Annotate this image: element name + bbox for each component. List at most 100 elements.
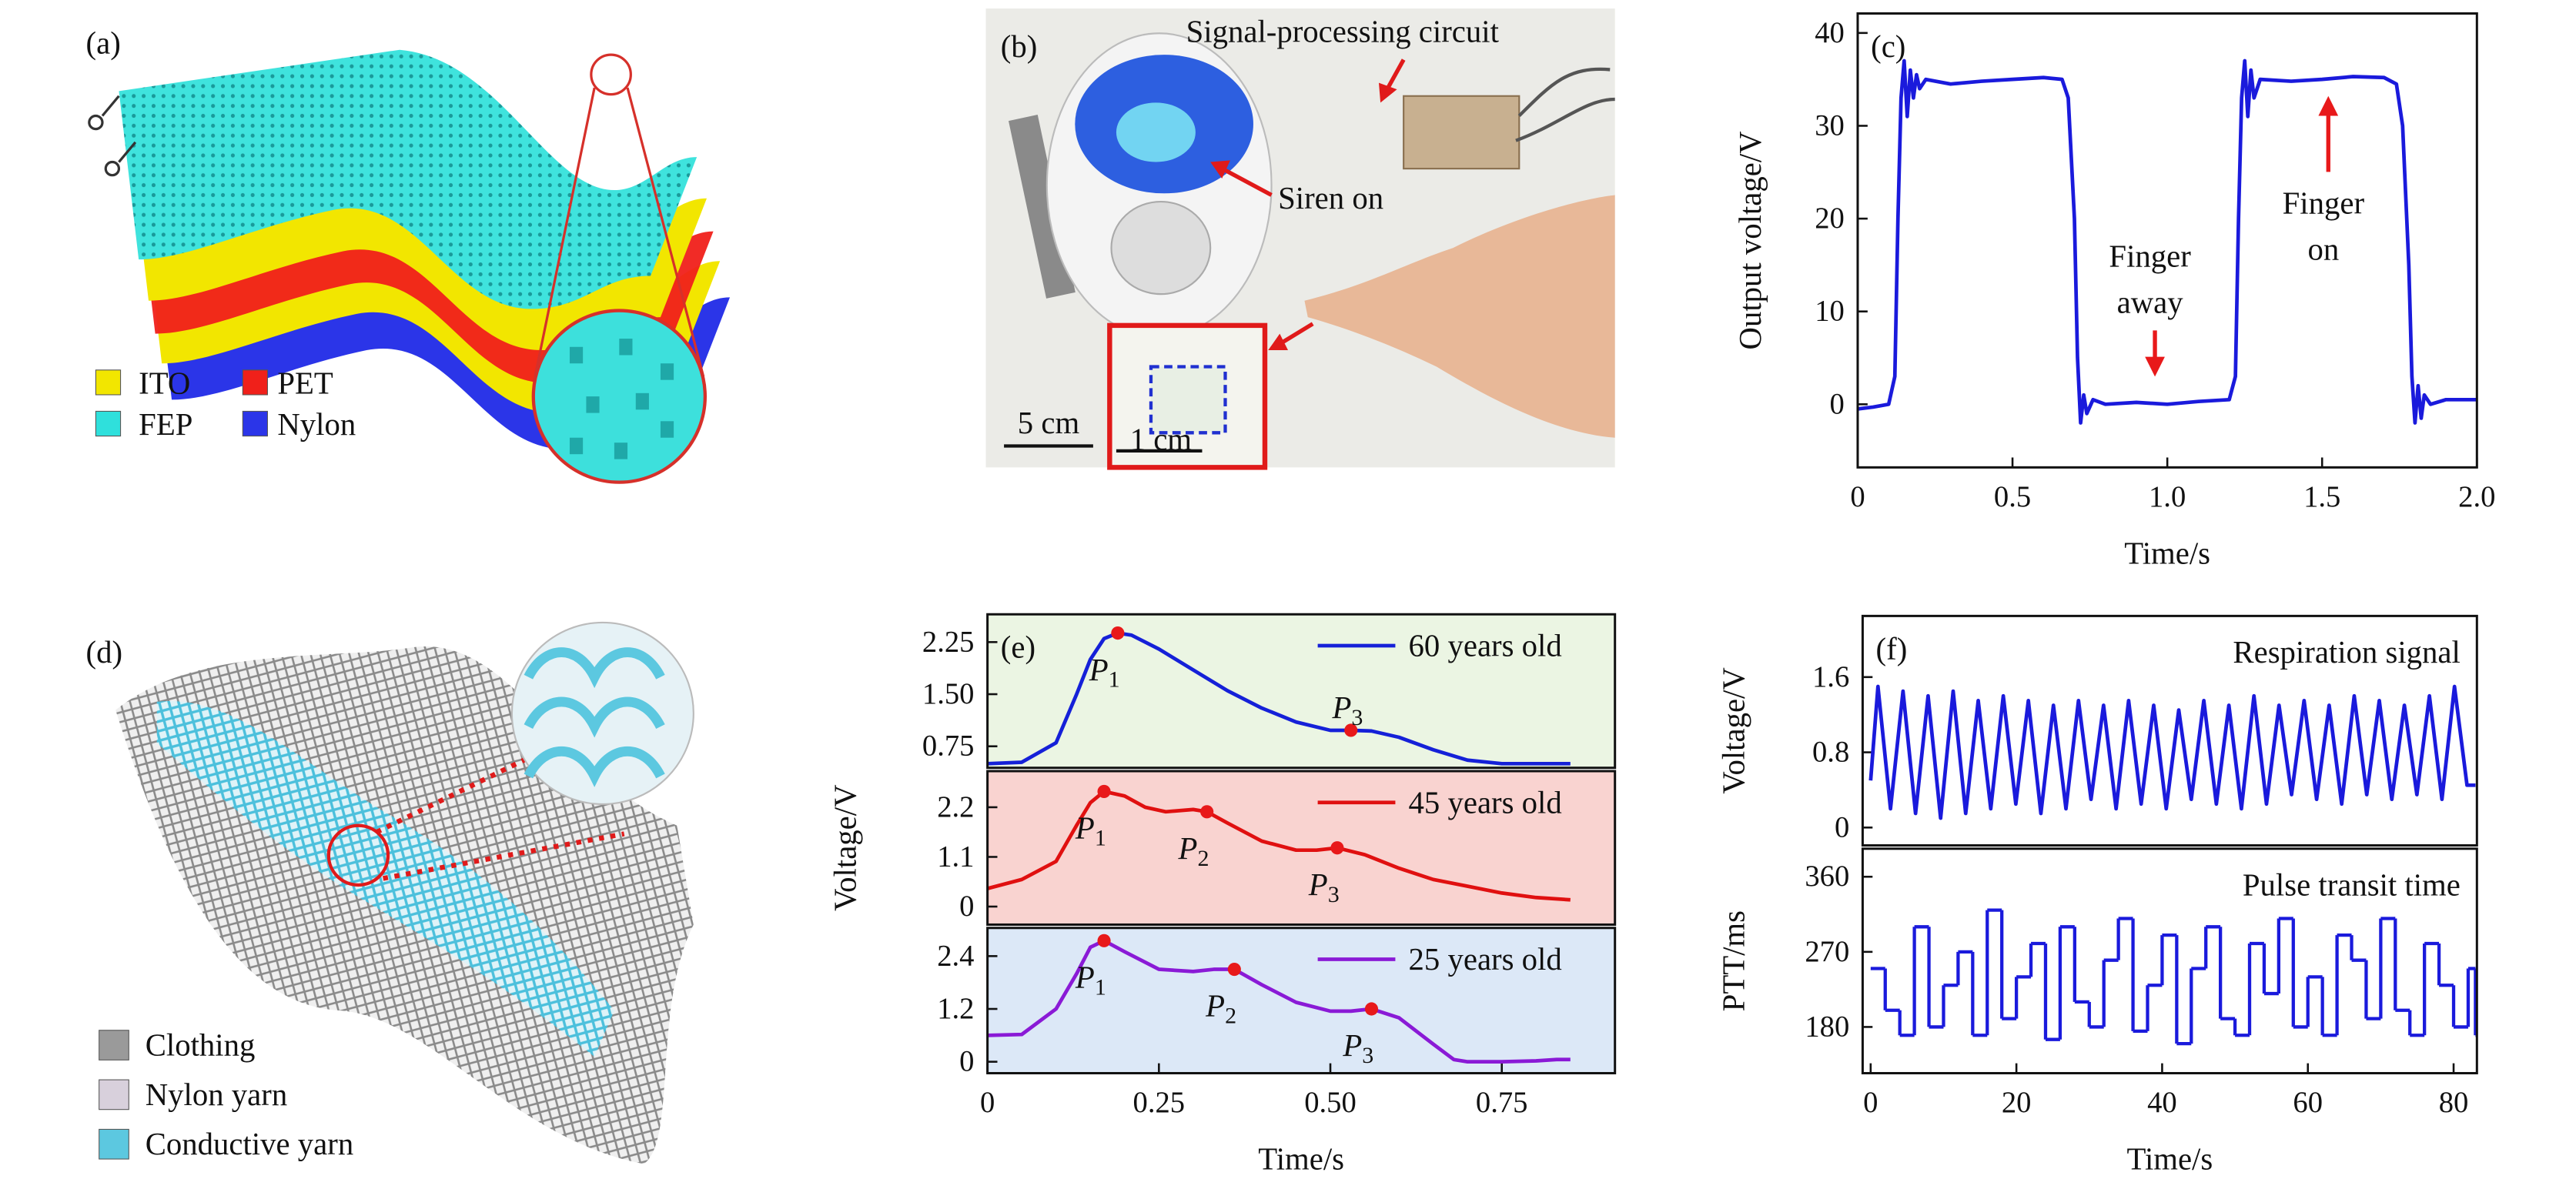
legend-label: 45 years old [1409,785,1562,820]
peak-label-index: 2 [1225,1003,1236,1028]
y-tick-label: 0 [1835,811,1849,843]
peak-label-index: 3 [1362,1043,1373,1068]
peak-label: P1 [1075,960,1106,1000]
peak-label: P2 [1178,830,1209,870]
legend-swatch [95,410,122,437]
arrow-head [2145,356,2165,377]
legend-label: PET [277,366,333,400]
peak-label: P1 [1075,810,1106,850]
peak-label-letter: P [1178,830,1198,865]
peak-label-index: 1 [1109,666,1120,692]
arrow-head [2318,95,2339,116]
y-tick-label: 1.1 [937,840,974,873]
legend-label: Nylon yarn [146,1077,287,1112]
hand [1304,195,1615,438]
peak-marker [1364,1002,1379,1016]
x-tick-label: 20 [2002,1087,2032,1119]
x-tick-label: 0.25 [1133,1087,1186,1119]
legend-label: ITO [139,366,190,400]
siren-light [1116,102,1196,162]
plot-area [1857,13,2477,468]
peak-marker [1097,784,1111,798]
chart-title: Pulse transit time [2243,867,2461,902]
plot-area [987,927,1615,1074]
y-tick-label: 1.2 [937,993,974,1025]
peak-marker [1344,723,1358,737]
y-tick-label: 180 [1805,1010,1849,1043]
x-tick-label: 80 [2439,1087,2469,1119]
plot-area [987,614,1615,768]
chart: 360 270 180 0 20 40 60 80 Pulse transit time Time… [1717,847,2478,1177]
data-line [1868,684,2476,820]
peak-label: P2 [1205,988,1236,1028]
peak-label-letter: P [1089,652,1109,686]
legend-swatch [99,1079,129,1111]
y-tick-label: 30 [1815,109,1845,142]
y-tick-label: 1.6 [1812,661,1849,693]
data-line [1857,58,2477,425]
chart: 1.6 0.8 0 (f) Respiration signal Voltage/V [1717,614,2478,847]
legend-label: Nylon [277,407,356,442]
plot-area [1862,848,2477,1074]
y-tick-label: 360 [1805,860,1849,893]
plot-frame [1856,12,2478,469]
peak-label-index: 3 [1328,881,1340,907]
y-tick-label: 270 [1805,936,1849,968]
legend-label: Conductive yarn [146,1127,353,1161]
y-tick-label: 1.50 [922,678,975,710]
x-tick-label: 40 [2147,1087,2177,1119]
x-axis-label: Time/s [2126,1142,2213,1177]
peak-marker [1227,962,1241,977]
legend-swatch [99,1128,129,1160]
x-tick-label: 2.0 [2458,481,2495,513]
annotation: away [2117,285,2184,319]
knit-loops [524,647,665,787]
y-axis-label: Voltage/V [828,784,863,911]
legend-label: 25 years old [1409,942,1562,977]
zoom-spot [590,53,632,96]
y-tick-label: 0.75 [922,730,975,763]
panel-b: (b) Signal-processing circuit Siren on 5… [985,8,1615,470]
panel-label: (f) [1876,632,1908,666]
arrow-head [1268,333,1288,351]
x-axis-label: Time/s [1258,1142,1344,1177]
data-line [987,631,1571,766]
chart-title: Respiration signal [2233,635,2460,670]
arrow-head [1210,160,1230,179]
annotation: Siren on [1278,181,1383,215]
chart: 0 10 20 30 40 0 0.5 1.0 1.5 2.0 Finger away Finger on… [1733,12,2495,570]
panel-label: (e) [1001,630,1035,665]
peak-label-index: 3 [1351,704,1363,730]
plot-frame [1861,614,2478,847]
y-tick-label: 2.4 [937,940,974,972]
data-line [987,938,1571,1064]
legend-label: 60 years old [1409,628,1562,663]
annotation: Finger [2283,186,2365,221]
y-tick-label: 10 [1815,296,1845,328]
legend-swatch [242,410,269,437]
x-tick-label: 60 [2293,1087,2323,1119]
scale-label: 5 cm [1018,406,1080,440]
micro-pillars [569,339,674,459]
x-tick-label: 0.5 [1994,481,2031,513]
x-tick-label: 0.75 [1476,1087,1528,1119]
speaker [1110,200,1212,296]
x-tick-label: 1.5 [2303,481,2340,513]
peak-label-letter: P [1205,988,1225,1023]
annotation: Finger [2109,239,2191,273]
zoom-line [626,87,705,377]
peak-label-letter: P [1075,810,1095,845]
annotation: on [2307,232,2339,267]
panel-label: (c) [1871,29,1905,64]
electrode [88,114,104,131]
peak-label-index: 1 [1095,825,1106,850]
x-tick-label: 0 [1863,1087,1878,1119]
peak-label-letter: P [1331,690,1351,724]
peak-label-letter: P [1075,960,1095,994]
arrow [1385,58,1406,91]
annotation: Signal-processing circuit [1186,15,1500,49]
peak-marker [1111,626,1125,640]
